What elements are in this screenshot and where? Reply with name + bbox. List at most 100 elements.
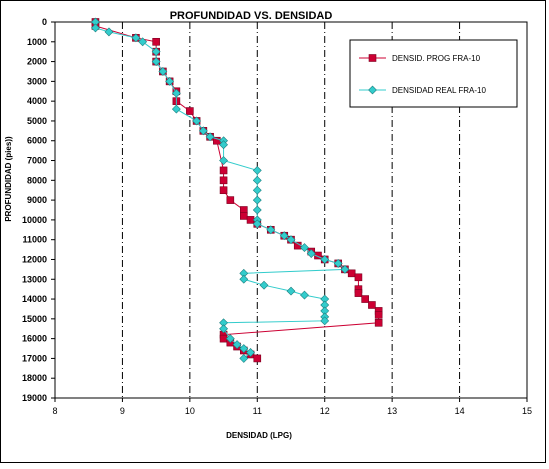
legend-label: DENSIDAD REAL FRA-10 — [392, 86, 487, 95]
y-tick-label: 13000 — [22, 274, 47, 284]
data-point-square — [152, 37, 160, 46]
data-point-square — [240, 212, 248, 220]
chart-title: PROFUNDIDAD VS. DENSIDAD — [170, 10, 333, 22]
y-axis-label: PROFUNDIDAD (pies)) — [4, 136, 13, 222]
data-point-diamond — [151, 47, 161, 57]
y-tick-label: 19000 — [22, 393, 47, 403]
x-tick-label: 14 — [455, 406, 465, 416]
y-tick-label: 5000 — [27, 116, 47, 126]
data-point-square — [219, 176, 228, 185]
x-tick-label: 12 — [320, 406, 330, 416]
y-tick-label: 12000 — [22, 254, 47, 264]
data-point-square — [186, 107, 194, 115]
data-point-diamond — [158, 67, 168, 76]
y-tick-label: 0 — [42, 17, 47, 27]
series-2 — [91, 17, 350, 363]
data-point-diamond — [232, 340, 242, 349]
y-tick-label: 14000 — [22, 294, 47, 304]
data-point-square — [347, 269, 356, 278]
data-point-diamond — [320, 316, 330, 326]
data-point-square — [219, 186, 228, 195]
data-point-square — [253, 354, 262, 363]
data-point-diamond — [286, 286, 296, 296]
y-tick-label: 1000 — [27, 37, 47, 47]
y-tick-label: 15000 — [22, 314, 47, 324]
legend-item: DENSIDAD REAL FRA-10 — [359, 85, 487, 95]
data-point-diamond — [252, 185, 262, 195]
y-tick-label: 3000 — [27, 76, 47, 86]
x-tick-label: 11 — [253, 406, 262, 416]
y-tick-label: 17000 — [22, 353, 47, 363]
legend: DENSID. PROG FRA-10 DENSIDAD REAL FRA-10 — [349, 39, 518, 108]
legend-item: DENSID. PROG FRA-10 — [359, 54, 481, 63]
x-tick-labels: 8 9 10 11 12 13 14 15 — [52, 398, 532, 416]
x-tick-label: 9 — [120, 406, 125, 416]
data-point-diamond — [239, 344, 249, 353]
legend-label: DENSID. PROG FRA-10 — [392, 54, 481, 63]
x-axis-label: DENSIDAD (LPG) — [226, 431, 292, 440]
y-tick-label: 4000 — [27, 96, 47, 106]
data-point-diamond — [192, 116, 202, 126]
data-point-diamond — [91, 23, 100, 33]
y-tick-label: 7000 — [27, 156, 47, 166]
data-point-diamond — [138, 37, 148, 47]
data-point-square — [226, 196, 235, 204]
data-point-diamond — [368, 85, 377, 95]
data-point-square — [368, 301, 376, 309]
y-tick-label: 9000 — [27, 195, 47, 205]
y-tick-label: 10000 — [22, 215, 47, 225]
data-point-diamond — [333, 259, 343, 268]
data-point-diamond — [219, 324, 228, 334]
data-point-diamond — [246, 348, 255, 357]
data-point-diamond — [151, 57, 161, 67]
y-tick-label: 6000 — [27, 136, 47, 146]
data-point-diamond — [252, 195, 262, 205]
data-point-diamond — [340, 264, 350, 274]
data-point-diamond — [171, 88, 181, 98]
data-point-diamond — [171, 104, 181, 114]
data-point-square — [314, 251, 322, 260]
data-point-square — [361, 295, 369, 303]
data-point-diamond — [300, 290, 309, 300]
data-point-diamond — [239, 274, 249, 284]
x-tick-label: 8 — [52, 406, 57, 416]
data-point-diamond — [219, 156, 228, 165]
data-point-square — [374, 311, 383, 319]
data-point-square — [354, 289, 363, 297]
y-tick-labels: 0 1000 2000 3000 4000 5000 6000 7000 8000 9000 100… — [22, 17, 55, 403]
data-point-diamond — [205, 132, 215, 142]
data-point-diamond — [165, 76, 175, 86]
y-tick-label: 8000 — [27, 175, 47, 185]
data-point-diamond — [252, 175, 262, 185]
data-point-diamond — [252, 165, 262, 175]
x-tick-label: 10 — [185, 406, 195, 416]
data-point-diamond — [300, 243, 309, 253]
y-tick-label: 18000 — [22, 373, 47, 383]
data-point-diamond — [266, 225, 276, 235]
data-point-diamond — [259, 280, 269, 290]
data-point-diamond — [252, 219, 262, 229]
data-point-square — [354, 273, 363, 282]
data-point-diamond — [306, 249, 316, 258]
data-point-square — [368, 54, 377, 62]
data-point-diamond — [252, 205, 262, 215]
data-point-diamond — [198, 126, 208, 136]
y-tick-label: 11000 — [22, 235, 47, 245]
data-point-diamond — [279, 231, 289, 241]
data-point-diamond — [286, 235, 296, 245]
data-point-diamond — [225, 334, 235, 344]
legend-items: DENSID. PROG FRA-10 DENSIDAD REAL FRA-10 — [359, 54, 487, 95]
legend-box — [349, 39, 518, 108]
data-point-diamond — [219, 140, 228, 150]
series-layer — [91, 17, 383, 363]
data-point-diamond — [104, 27, 114, 37]
y-tick-label: 2000 — [27, 57, 47, 67]
x-tick-label: 15 — [522, 406, 532, 416]
data-point-diamond — [239, 353, 249, 363]
data-point-square — [219, 166, 228, 175]
data-point-diamond — [320, 255, 330, 264]
data-point-square — [374, 318, 383, 327]
data-point-diamond — [131, 33, 141, 43]
